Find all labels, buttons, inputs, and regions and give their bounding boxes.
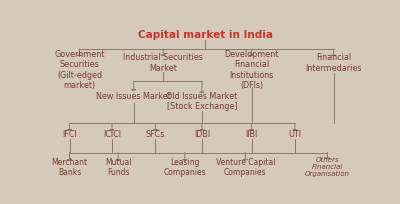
Text: SFCs: SFCs — [146, 130, 165, 139]
Text: Others
Financial
Organisation: Others Financial Organisation — [305, 157, 350, 177]
Text: IDBI: IDBI — [194, 130, 210, 139]
Text: IFCI: IFCI — [62, 130, 77, 139]
Text: UTI: UTI — [288, 130, 302, 139]
Text: Capital market in India: Capital market in India — [138, 30, 272, 40]
Text: Government
Securities
(Gilt-edged
market): Government Securities (Gilt-edged market… — [54, 50, 105, 90]
Text: Old Issues Market
[Stock Exchange]: Old Issues Market [Stock Exchange] — [166, 92, 238, 111]
Text: New Issues Market: New Issues Market — [96, 92, 171, 101]
Text: Venture Capital
Companies: Venture Capital Companies — [216, 158, 275, 177]
Text: ICICI: ICICI — [103, 130, 121, 139]
Text: Merchant
Banks: Merchant Banks — [52, 158, 88, 177]
Text: Industrial Securities
Market: Industrial Securities Market — [123, 53, 203, 73]
Text: Leasing
Companies: Leasing Companies — [164, 158, 206, 177]
Text: Development
Financial
Institutions
(DFIs): Development Financial Institutions (DFIs… — [224, 50, 279, 90]
Text: Mutual
Funds: Mutual Funds — [105, 158, 132, 177]
Text: Financial
Intermedaries: Financial Intermedaries — [306, 53, 362, 73]
Text: IIBI: IIBI — [245, 130, 258, 139]
